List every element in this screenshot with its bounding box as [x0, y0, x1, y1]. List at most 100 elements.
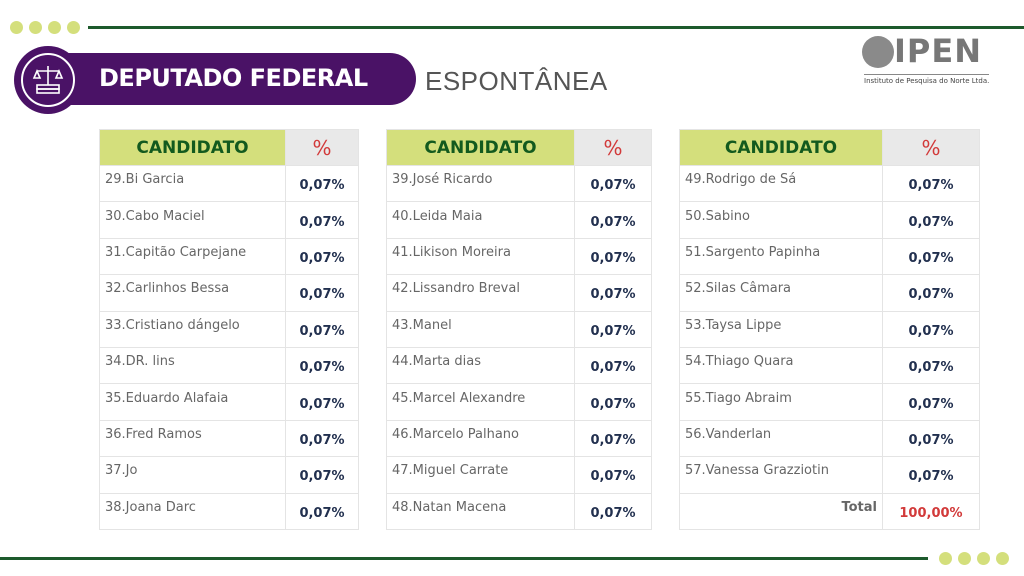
table-row: 57.Vanessa Grazziotin 0,07% — [679, 456, 980, 494]
column-header-candidate: CANDIDATO — [679, 129, 883, 166]
candidate-name: 29.Bi Garcia — [99, 164, 286, 203]
table-row: 56.Vanderlan 0,07% — [679, 419, 980, 458]
table-row: 39.José Ricardo 0,07% — [386, 164, 652, 203]
candidate-name: 49.Rodrigo de Sá — [679, 164, 883, 203]
candidate-name: 47.Miguel Carrate — [386, 456, 575, 494]
candidate-percent: 0,07% — [574, 201, 652, 239]
column-header-percent: % — [882, 129, 980, 166]
candidate-name: 33.Cristiano dángelo — [99, 310, 286, 348]
candidate-name: 50.Sabino — [679, 201, 883, 239]
candidate-name: 36.Fred Ramos — [99, 419, 286, 458]
scales-of-justice-icon — [21, 53, 75, 107]
candidate-percent: 0,07% — [574, 383, 652, 421]
table-row: 42.Lissandro Breval 0,07% — [386, 274, 652, 312]
candidate-percent: 0,07% — [882, 383, 980, 421]
table-row: 36.Fred Ramos 0,07% — [99, 419, 359, 458]
ipen-logo: IPEN Instituto de Pesquisa do Norte Ltda… — [862, 32, 990, 85]
candidate-percent: 0,07% — [285, 164, 359, 203]
table-row: 45.Marcel Alexandre 0,07% — [386, 383, 652, 421]
table-row: 29.Bi Garcia 0,07% — [99, 164, 359, 203]
table-row: 38.Joana Darc 0,07% — [99, 492, 359, 530]
table-row: 40.Leida Maia 0,07% — [386, 201, 652, 239]
candidate-name: 56.Vanderlan — [679, 419, 883, 458]
candidate-name: 32.Carlinhos Bessa — [99, 274, 286, 312]
table-row: 32.Carlinhos Bessa 0,07% — [99, 274, 359, 312]
candidate-name: 38.Joana Darc — [99, 492, 286, 530]
table-row: 33.Cristiano dángelo 0,07% — [99, 310, 359, 348]
total-row: Total 100,00% — [679, 492, 980, 530]
candidate-percent: 0,07% — [882, 419, 980, 458]
table-header: CANDIDATO% — [679, 129, 980, 166]
total-label: Total — [679, 492, 883, 530]
candidate-name: 53.Taysa Lippe — [679, 310, 883, 348]
table-row: 53.Taysa Lippe 0,07% — [679, 310, 980, 348]
candidate-name: 34.DR. lins — [99, 346, 286, 385]
candidate-name: 54.Thiago Quara — [679, 346, 883, 385]
candidate-percent: 0,07% — [882, 164, 980, 203]
candidate-name: 41.Likison Moreira — [386, 237, 575, 276]
table-row: 35.Eduardo Alafaia 0,07% — [99, 383, 359, 421]
table-row: 51.Sargento Papinha 0,07% — [679, 237, 980, 276]
column-header-percent: % — [574, 129, 652, 166]
candidate-percent: 0,07% — [574, 164, 652, 203]
decor-dots-top — [10, 21, 80, 34]
candidate-percent: 0,07% — [574, 492, 652, 530]
decor-dots-bottom — [939, 552, 1009, 565]
title-banner: DEPUTADO FEDERAL — [14, 46, 416, 114]
column-header-percent: % — [285, 129, 359, 166]
table-row: 47.Miguel Carrate 0,07% — [386, 456, 652, 494]
table-row: 43.Manel 0,07% — [386, 310, 652, 348]
globe-icon — [862, 36, 894, 68]
table-row: 55.Tiago Abraim 0,07% — [679, 383, 980, 421]
candidate-percent: 0,07% — [285, 201, 359, 239]
table-row: 48.Natan Macena 0,07% — [386, 492, 652, 530]
candidate-percent: 0,07% — [882, 237, 980, 276]
top-divider — [88, 26, 1024, 29]
candidate-percent: 0,07% — [285, 237, 359, 276]
candidate-percent: 0,07% — [285, 383, 359, 421]
column-header-candidate: CANDIDATO — [386, 129, 575, 166]
table-row: 31.Capitão Carpejane 0,07% — [99, 237, 359, 276]
candidate-percent: 0,07% — [882, 346, 980, 385]
table-row: 52.Silas Câmara 0,07% — [679, 274, 980, 312]
candidate-name: 52.Silas Câmara — [679, 274, 883, 312]
candidate-name: 57.Vanessa Grazziotin — [679, 456, 883, 494]
candidate-name: 42.Lissandro Breval — [386, 274, 575, 312]
candidate-name: 40.Leida Maia — [386, 201, 575, 239]
candidate-name: 51.Sargento Papinha — [679, 237, 883, 276]
candidate-percent: 0,07% — [574, 274, 652, 312]
candidate-name: 55.Tiago Abraim — [679, 383, 883, 421]
candidate-table-3: CANDIDATO% 49.Rodrigo de Sá 0,07% 50.Sabino… — [679, 129, 980, 530]
candidate-percent: 0,07% — [285, 492, 359, 530]
candidate-name: 46.Marcelo Palhano — [386, 419, 575, 458]
candidate-percent: 0,07% — [574, 346, 652, 385]
candidate-name: 45.Marcel Alexandre — [386, 383, 575, 421]
candidate-percent: 0,07% — [574, 237, 652, 276]
table-row: 34.DR. lins 0,07% — [99, 346, 359, 385]
page-title: DEPUTADO FEDERAL — [99, 64, 368, 92]
candidate-percent: 0,07% — [285, 346, 359, 385]
candidate-percent: 0,07% — [574, 456, 652, 494]
table-row: 46.Marcelo Palhano 0,07% — [386, 419, 652, 458]
candidate-percent: 0,07% — [285, 274, 359, 312]
candidate-name: 44.Marta dias — [386, 346, 575, 385]
candidate-name: 39.José Ricardo — [386, 164, 575, 203]
total-value: 100,00% — [882, 492, 980, 530]
candidate-name: 35.Eduardo Alafaia — [99, 383, 286, 421]
candidate-name: 37.Jo — [99, 456, 286, 494]
candidate-name: 48.Natan Macena — [386, 492, 575, 530]
column-header-candidate: CANDIDATO — [99, 129, 286, 166]
table-row: 44.Marta dias 0,07% — [386, 346, 652, 385]
candidate-percent: 0,07% — [882, 456, 980, 494]
candidate-name: 30.Cabo Maciel — [99, 201, 286, 239]
table-row: 54.Thiago Quara 0,07% — [679, 346, 980, 385]
candidate-percent: 0,07% — [285, 310, 359, 348]
candidate-name: 43.Manel — [386, 310, 575, 348]
candidate-percent: 0,07% — [574, 310, 652, 348]
candidate-table-2: CANDIDATO% 39.José Ricardo 0,07% 40.Leida M… — [386, 129, 652, 530]
candidate-name: 31.Capitão Carpejane — [99, 237, 286, 276]
table-header: CANDIDATO% — [386, 129, 652, 166]
table-row: 50.Sabino 0,07% — [679, 201, 980, 239]
table-row: 37.Jo 0,07% — [99, 456, 359, 494]
bottom-divider — [0, 557, 928, 560]
